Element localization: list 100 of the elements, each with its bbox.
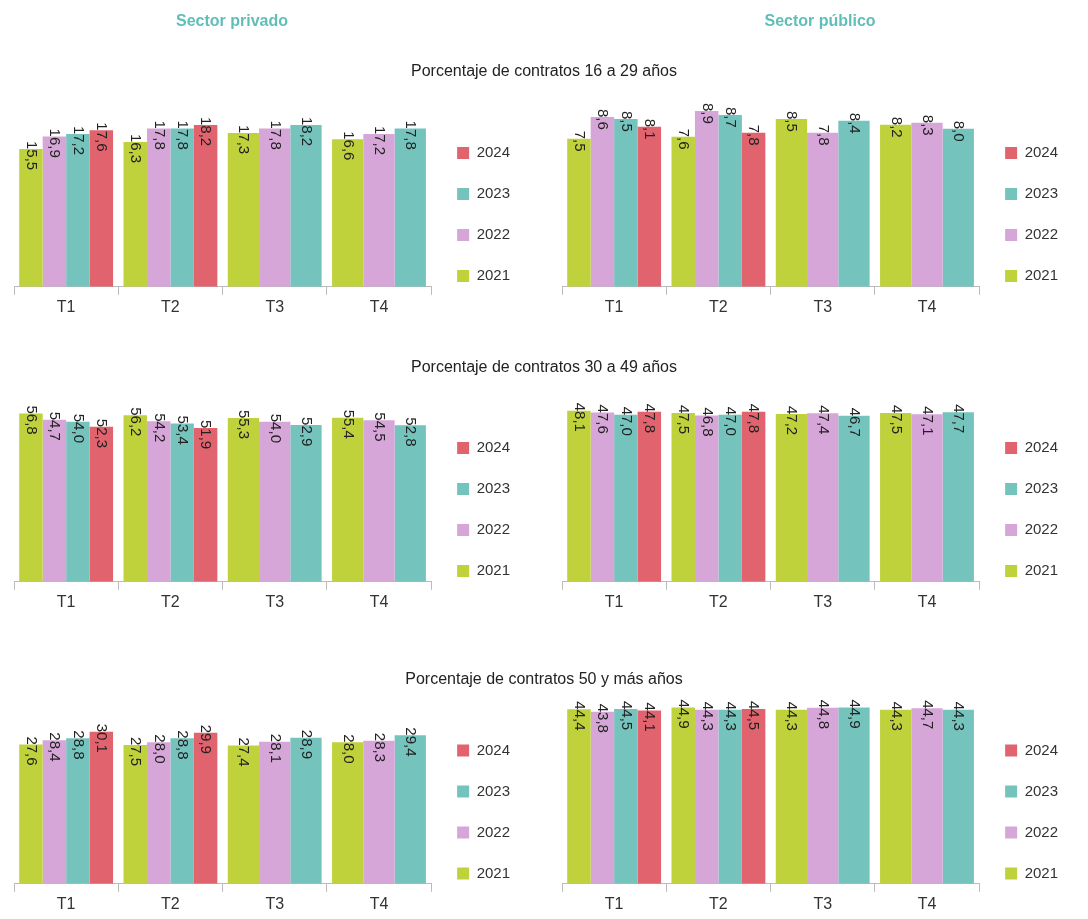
x-tick-label: T3 [813,894,833,912]
legend-label: 2021 [476,561,511,579]
data-label: 47,8 [642,403,660,434]
data-label: 28,9 [298,729,316,760]
data-label: 8,4 [846,112,864,134]
data-label: 17,2 [70,125,88,156]
data-label: 54,2 [151,413,169,443]
text: Porcentaje de contratos 30 a 49 años [410,358,678,376]
legend-label: 2022 [476,225,511,243]
data-label: 44,9 [676,699,694,729]
data-label: 52,9 [298,417,316,447]
legend-label: 2022 [1024,225,1059,243]
text: Porcentaje de contratos 16 a 29 años [410,62,678,80]
legend-label: 2022 [476,520,511,538]
data-label: 55,4 [340,409,358,439]
data-label: 47,8 [746,403,764,434]
data-label: 17,6 [94,122,112,152]
data-label: 44,9 [846,699,864,729]
legend-label: 2021 [476,266,511,284]
x-tick-label: T4 [369,297,389,315]
legend-label: 2023 [1024,184,1059,202]
x-tick-label: T3 [265,894,285,912]
data-label: 28,8 [70,730,88,760]
data-label: 8,1 [642,118,660,140]
x-tick-label: T1 [56,894,76,912]
legend-label: 2021 [476,863,511,881]
legend-label: 2024 [1024,438,1059,456]
legend-label: 2024 [476,740,511,758]
data-label: 55,3 [236,409,254,440]
legend-label: 2023 [476,184,511,202]
data-label: 18,2 [298,117,316,147]
x-tick-label: T1 [604,592,624,610]
data-label: 8,0 [951,120,969,142]
data-label: 7,8 [746,124,764,146]
data-label: 8,2 [888,116,906,138]
data-label: 44,4 [571,701,589,731]
x-tick-label: T1 [56,297,76,315]
data-label: 16,3 [128,133,146,164]
x-tick-label: T2 [709,297,728,315]
data-label: 8,3 [919,114,937,136]
data-label: 54,7 [47,411,65,441]
data-label: 17,8 [151,120,169,150]
x-tick-label: T4 [917,592,937,610]
data-label: 47,0 [723,406,741,436]
data-label: 44,3 [699,701,717,731]
data-label: 17,8 [267,120,285,150]
data-label: 44,3 [888,701,906,731]
data-label: 46,7 [846,407,864,437]
x-tick-label: T2 [161,894,180,912]
data-label: 44,5 [618,700,636,731]
data-label: 28,8 [175,730,193,760]
data-label: 7,8 [815,124,833,146]
legend-label: 2024 [1024,143,1059,161]
data-label: 53,4 [175,415,193,445]
data-label: 54,5 [371,412,389,442]
data-label: 44,5 [746,700,764,731]
x-tick-label: T4 [369,894,389,912]
data-label: 28,3 [371,732,389,763]
data-label: 28,1 [267,733,285,764]
data-label: 47,0 [618,406,636,436]
data-label: 28,4 [47,732,65,762]
data-label: 17,2 [371,125,389,156]
legend-label: 2022 [476,822,511,840]
data-label: 43,8 [595,703,613,733]
data-label: 51,9 [198,420,216,450]
data-label: 27,6 [23,736,41,766]
data-label: 44,8 [815,699,833,729]
data-label: 18,2 [198,117,216,147]
data-label: 47,2 [784,405,802,436]
x-tick-label: T3 [265,592,285,610]
data-label: 44,1 [642,702,660,732]
data-label: 29,4 [403,727,421,757]
x-tick-label: T4 [917,894,937,912]
x-tick-label: T2 [709,592,728,610]
data-label: 15,5 [23,141,41,171]
data-label: 7,6 [676,128,694,150]
data-label: 16,9 [47,128,65,158]
chart-subtitle: Sector público [764,12,876,30]
data-label: 30,1 [94,723,112,753]
legend-label: 2023 [1024,781,1059,799]
data-label: 7,5 [571,130,589,152]
data-label: 56,8 [23,405,41,435]
data-label: 17,8 [403,120,421,150]
data-label: 56,2 [128,407,146,437]
x-tick-label: T2 [161,297,180,315]
legend-label: 2024 [1024,740,1059,758]
x-tick-label: T1 [604,894,624,912]
data-label: 44,3 [784,701,802,731]
x-tick-label: T1 [56,592,76,610]
legend-label: 2023 [476,781,511,799]
legend-label: 2024 [476,143,511,161]
data-label: 52,3 [94,418,112,449]
legend-label: 2023 [1024,479,1059,497]
data-label: 16,6 [340,131,358,161]
x-tick-label: T3 [813,297,833,315]
x-tick-label: T3 [265,297,285,315]
data-label: 44,3 [951,701,969,731]
data-label: 47,5 [676,404,694,435]
legend-label: 2022 [1024,520,1059,538]
data-label: 17,8 [175,120,193,150]
